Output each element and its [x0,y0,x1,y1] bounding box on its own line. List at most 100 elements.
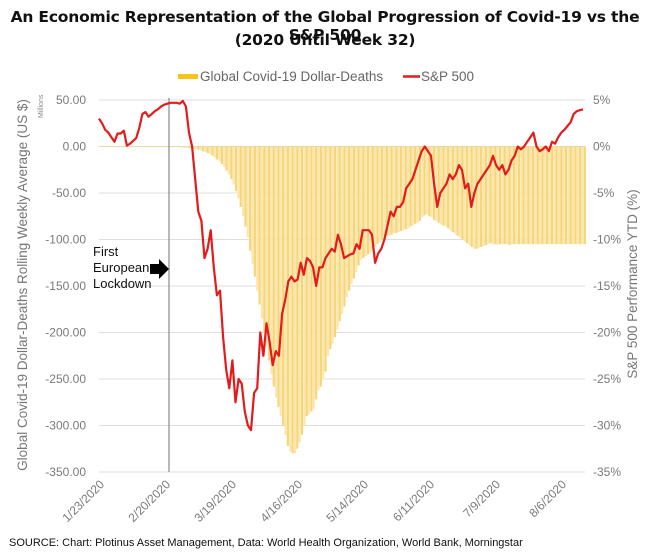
bar [463,146,466,242]
bar [216,146,219,160]
bar [543,146,546,245]
bar [225,146,228,171]
bar [282,146,285,426]
bar [256,146,259,291]
bar [258,146,261,305]
right-tick-label: -15% [593,279,621,293]
bar [487,146,490,245]
bar [307,146,311,415]
chart-title: An Economic Representation of the Global… [10,8,640,44]
x-tick-label: 5/14/2020 [323,477,371,525]
bar [223,146,226,167]
right-arrow-icon [150,259,169,279]
bar [291,146,294,454]
annotation-line-1: First [93,244,119,259]
bar [201,146,205,152]
bar [536,146,539,245]
bar [272,146,275,387]
right-tick-label: -30% [593,419,621,433]
bar [508,146,511,246]
left-tick-label: -100.00 [45,233,86,247]
bar [411,146,414,226]
right-tick-label: -25% [593,372,621,386]
bar [267,146,271,361]
bar [439,146,443,225]
bar [414,146,417,224]
bar [583,146,586,245]
bar [364,146,367,257]
bar [355,146,358,273]
bar [305,146,308,417]
bar [447,146,450,229]
left-axis-unit-note: Millions [38,94,45,118]
left-tick-label: -50.00 [52,186,86,200]
bar [425,146,429,215]
bar [284,146,287,435]
annotation-line-3: Lockdown [93,276,152,291]
bar [421,146,424,218]
bar [331,146,334,344]
left-tick-label: 50.00 [56,93,86,107]
x-tick-label: 7/9/2020 [460,477,503,520]
bar [263,146,266,333]
bar [470,146,473,247]
left-tick-label: -200.00 [45,326,86,340]
bar [428,146,431,217]
bar [230,146,233,180]
bar [553,146,556,245]
bar [505,146,509,245]
bar [527,146,530,245]
bar [517,146,520,245]
x-tick-label: 3/19/2020 [191,477,239,525]
right-tick-label: -10% [593,233,621,247]
bar [352,146,355,279]
bar [503,146,506,245]
bar [213,146,216,158]
bar [548,146,551,245]
bar [489,146,492,244]
bar [265,146,268,347]
bar [496,146,499,246]
bar [524,146,528,245]
bar [333,146,337,338]
bar [571,146,575,245]
bar [187,146,190,148]
left-tick-label: -250.00 [45,372,86,386]
bar [423,146,426,216]
bar [498,146,502,245]
bar [227,146,231,175]
bar [194,146,198,150]
bar [373,146,377,247]
bar [557,146,561,245]
bar [437,146,440,223]
bar [359,146,363,260]
right-tick-label: -35% [593,465,621,479]
bar [520,146,523,245]
bar [510,146,513,245]
bar [208,146,212,154]
bar [199,146,202,151]
bar [534,146,537,245]
bar [388,146,391,236]
right-tick-label: -5% [593,186,615,200]
gridlines [99,99,585,473]
bar [192,146,195,149]
bar [416,146,419,223]
line-series-sp500 [98,99,584,432]
right-tick-label: -20% [593,326,621,340]
left-tick-label: 0.00 [63,140,87,154]
bar [249,146,252,251]
x-tick-label: 1/23/2020 [59,477,107,525]
bar [303,146,306,426]
bar [289,146,292,452]
bar [279,146,282,417]
bar [338,146,341,322]
bar [435,146,438,221]
left-tick-label: -150.00 [45,279,86,293]
bar [456,146,459,236]
bar [220,146,223,165]
bar [442,146,445,226]
bar [501,146,504,245]
bar [513,146,516,245]
